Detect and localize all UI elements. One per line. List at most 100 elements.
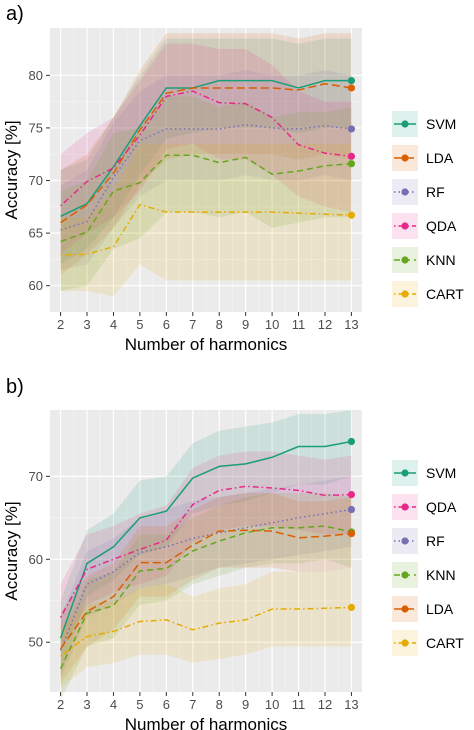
legend-label-svm: SVM <box>426 116 456 132</box>
tick-label-y: 60 <box>29 552 43 567</box>
tick-label-x: 11 <box>292 317 306 332</box>
ribbon-svm <box>60 410 352 676</box>
tick-label-x: 3 <box>83 317 90 332</box>
tick-label-x: 9 <box>242 697 249 712</box>
data-point-cart <box>347 211 356 219</box>
ribbon-qda <box>60 43 352 255</box>
tick-label-x: 3 <box>83 697 90 712</box>
ribbon-knn <box>60 492 352 701</box>
legend-marker-knn <box>401 571 409 579</box>
ribbon-lda <box>60 492 352 684</box>
tick-label-x: 4 <box>110 697 117 712</box>
ribbon-qda <box>60 451 352 651</box>
ribbon-cart <box>60 567 352 688</box>
series-line-svm <box>60 79 352 217</box>
data-point-knn <box>347 160 356 168</box>
tick-label-x: 9 <box>242 317 249 332</box>
data-point-qda <box>347 491 356 499</box>
legend-label-rf: RF <box>426 533 445 549</box>
tick-label-x: 12 <box>318 317 332 332</box>
panel-label: a) <box>6 3 24 25</box>
legend-marker-lda <box>401 605 409 613</box>
legend-marker-svm <box>401 469 409 477</box>
chart-panel-b: 50 60 70 2 3 4 5 6 7 8 9 10 11 12 13 b) Number of harmon… <box>2 376 464 730</box>
legend-marker-rf <box>401 537 409 545</box>
tick-label-x: 4 <box>110 317 117 332</box>
panel-label: b) <box>6 376 24 398</box>
series-line-svm <box>59 440 352 639</box>
data-point-svm <box>347 76 356 85</box>
series-line-lda <box>60 82 352 224</box>
ribbon-knn <box>60 96 352 291</box>
legend-label-knn: KNN <box>426 567 456 583</box>
data-point-cart <box>347 603 356 612</box>
tick-label-x: 8 <box>216 697 223 712</box>
y-axis-title: Accuracy [%] <box>2 501 21 600</box>
tick-label-x: 12 <box>318 697 332 712</box>
series-line-knn <box>59 525 352 670</box>
tick-label-x: 7 <box>189 317 196 332</box>
legend-label-lda: LDA <box>426 601 454 617</box>
tick-label-y: 60 <box>29 278 43 293</box>
series-line-qda <box>59 485 352 618</box>
legend-marker-cart <box>401 639 409 647</box>
ribbon-rf <box>60 70 352 270</box>
tick-label-y: 70 <box>29 469 43 484</box>
tick-label-x: 10 <box>265 317 279 332</box>
legend-marker-rf <box>401 188 409 196</box>
tick-label-x: 13 <box>344 317 358 332</box>
legend-marker-svm <box>401 120 409 128</box>
legend-label-lda: LDA <box>426 150 454 166</box>
series-line-qda <box>60 90 352 207</box>
x-axis-title: Number of harmonics <box>125 335 288 354</box>
data-point-rf <box>347 505 356 514</box>
legend-label-qda: QDA <box>426 499 457 515</box>
series-line-cart <box>60 203 352 256</box>
legend-marker-qda <box>401 222 409 230</box>
legend-label-svm: SVM <box>426 465 456 481</box>
tick-label-x: 8 <box>216 317 223 332</box>
legend-marker-qda <box>401 503 409 511</box>
tick-label-x: 6 <box>163 317 170 332</box>
data-point-lda <box>347 84 356 92</box>
tick-label-y: 70 <box>29 173 43 188</box>
chart-panel-a: 60 65 70 75 80 2 3 4 5 6 7 8 9 10 11 12 13 a) Number of ha… <box>2 3 464 354</box>
data-point-rf <box>347 125 356 133</box>
tick-label-x: 7 <box>189 697 196 712</box>
ribbon-svm <box>60 38 352 265</box>
tick-label-x: 13 <box>344 697 358 712</box>
legend-label-cart: CART <box>426 286 464 302</box>
tick-label-x: 2 <box>57 697 64 712</box>
legend-marker-cart <box>401 290 409 298</box>
series-line-lda <box>59 529 352 650</box>
legend-label-qda: QDA <box>426 218 457 234</box>
legend: SVM LDA RF QDA KNN CART <box>392 111 464 307</box>
tick-label-x: 10 <box>265 697 279 712</box>
x-axis-title: Number of harmonics <box>125 715 288 730</box>
legend-label-knn: KNN <box>426 252 456 268</box>
ribbon-lda <box>60 33 352 276</box>
tick-label-x: 2 <box>57 317 64 332</box>
data-point-qda <box>347 152 356 160</box>
legend-marker-knn <box>401 256 409 264</box>
legend-label-cart: CART <box>426 635 464 651</box>
data-point-lda <box>347 529 356 538</box>
tick-label-x: 5 <box>136 697 143 712</box>
data-point-svm <box>347 437 356 446</box>
tick-label-x: 5 <box>136 317 143 332</box>
tick-label-y: 80 <box>29 68 43 83</box>
y-axis-title: Accuracy [%] <box>2 120 21 219</box>
tick-label-y: 50 <box>29 635 43 650</box>
legend-label-rf: RF <box>426 184 445 200</box>
tick-label-x: 6 <box>163 697 170 712</box>
series-line-cart <box>60 606 352 657</box>
tick-label-y: 65 <box>29 226 43 241</box>
ribbon-cart <box>60 143 352 297</box>
tick-label-y: 75 <box>29 120 43 135</box>
tick-label-x: 11 <box>292 697 306 712</box>
series-line-knn <box>60 154 352 243</box>
series-line-rf <box>59 508 352 651</box>
legend-marker-lda <box>401 154 409 162</box>
